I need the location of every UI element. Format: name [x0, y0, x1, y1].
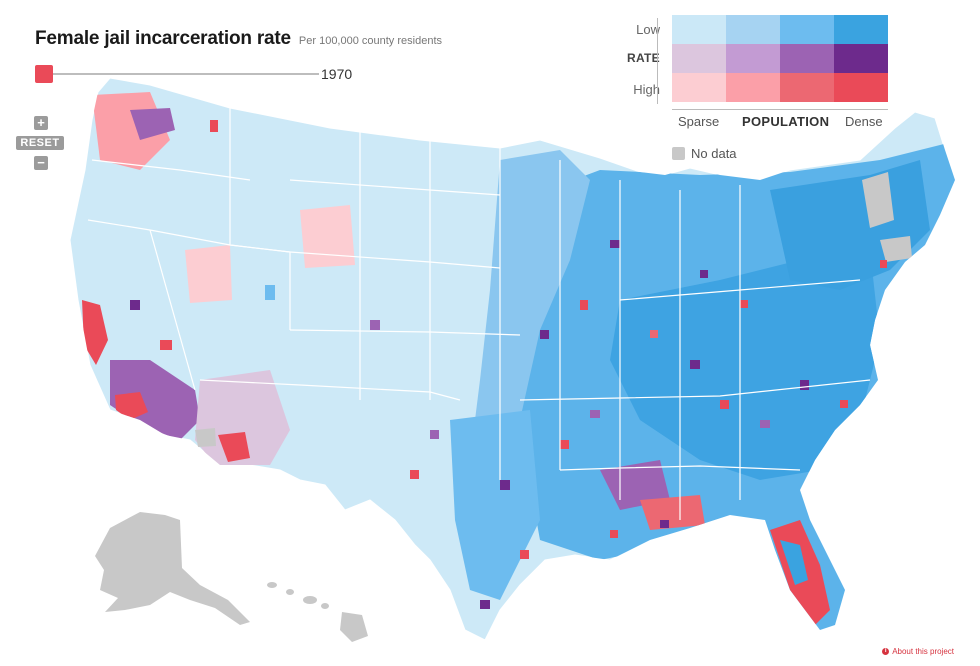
region-colorado-pink — [300, 205, 355, 268]
legend-rate-title: RATE — [627, 51, 660, 65]
slider-handle[interactable] — [35, 65, 53, 83]
region-arizona-red — [218, 432, 250, 462]
legend-pop-sparse: Sparse — [678, 114, 720, 129]
region-arizona — [195, 370, 290, 465]
region-nevada-pink — [185, 245, 232, 303]
legend-swatch-r1-c0 — [672, 44, 726, 73]
legend-swatch-r2-c1 — [726, 73, 780, 102]
county-speckle — [130, 120, 887, 609]
legend-swatch-r0-c3 — [834, 15, 888, 44]
slider-track[interactable] — [45, 73, 319, 75]
page-title: Female jail incarceration rate — [35, 28, 291, 49]
legend-swatch-r2-c0 — [672, 73, 726, 102]
zoom-controls: + RESET − — [16, 116, 66, 170]
legend-color-grid — [672, 15, 888, 102]
legend-rate-low: Low — [636, 22, 660, 37]
page-subtitle: Per 100,000 county residents — [298, 35, 442, 47]
legend-pop-dense: Dense — [845, 114, 883, 129]
region-southern-mix — [600, 460, 670, 510]
zoom-out-button[interactable]: − — [34, 156, 48, 170]
legend-axis-vertical — [657, 18, 658, 104]
hawaii — [267, 582, 368, 642]
legend-swatch-r0-c2 — [780, 15, 834, 44]
zoom-in-button[interactable]: + — [34, 116, 48, 130]
legend-no-data: No data — [672, 146, 737, 161]
region-southeast — [610, 250, 880, 480]
region-southwest-nodata — [195, 428, 216, 447]
region-los-angeles — [115, 392, 148, 420]
legend-swatch-r2-c3 — [834, 73, 888, 102]
alaska — [95, 512, 250, 625]
legend-pop-title: POPULATION — [742, 114, 830, 129]
legend-swatch-r2-c2 — [780, 73, 834, 102]
region-maine-nodata — [862, 172, 894, 228]
year-slider[interactable]: 1970 — [35, 62, 355, 86]
region-newengland-nodata — [880, 236, 912, 262]
legend-swatch-r0-c0 — [672, 15, 726, 44]
legend-swatch-r1-c1 — [726, 44, 780, 73]
state-borders — [87, 108, 871, 520]
info-icon: i — [882, 648, 890, 655]
title-block: Female jail incarceration rate Per 100,0… — [35, 28, 442, 50]
legend-axis-horizontal — [672, 109, 888, 110]
reset-button[interactable]: RESET — [16, 136, 64, 150]
legend-swatch-r1-c3 — [834, 44, 888, 73]
region-gulf-red — [640, 495, 705, 530]
about-project-label: About this project — [892, 647, 954, 656]
no-data-swatch — [672, 147, 685, 160]
about-project-link[interactable]: i About this project — [882, 647, 954, 656]
region-florida-blue — [780, 540, 808, 585]
region-texas-east — [450, 410, 540, 600]
region-pnw-purple — [130, 108, 175, 140]
legend-swatch-r1-c2 — [780, 44, 834, 73]
legend-swatch-r0-c1 — [726, 15, 780, 44]
legend-rate-high: High — [633, 82, 660, 97]
no-data-label: No data — [691, 146, 737, 161]
legend: Low RATE High Sparse POPULATION Dense No… — [600, 10, 900, 170]
region-california-coast — [82, 300, 108, 365]
slider-year-label: 1970 — [321, 66, 353, 82]
